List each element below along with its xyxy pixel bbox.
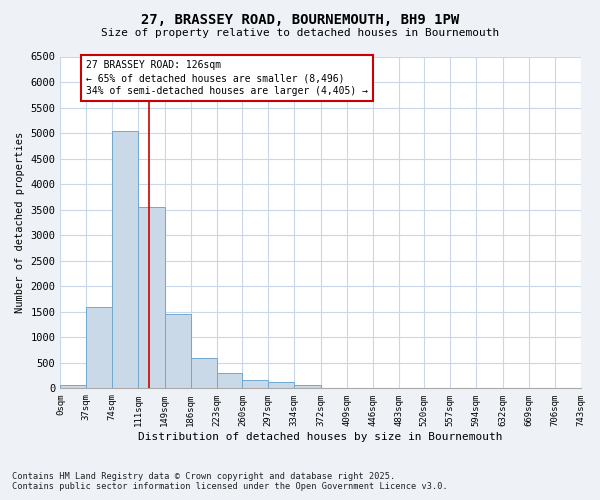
Bar (165, 314, 191, 388)
Text: 27 BRASSEY ROAD: 126sqm
← 65% of detached houses are smaller (8,496)
34% of semi: 27 BRASSEY ROAD: 126sqm ← 65% of detache… (86, 60, 368, 96)
Bar (242, 380, 268, 388)
Bar (112, 130, 138, 388)
Bar (191, 358, 217, 388)
Text: 27, BRASSEY ROAD, BOURNEMOUTH, BH9 1PW: 27, BRASSEY ROAD, BOURNEMOUTH, BH9 1PW (141, 12, 459, 26)
Bar (61, 384, 86, 388)
Bar (294, 386, 321, 388)
Text: Contains HM Land Registry data © Crown copyright and database right 2025.
Contai: Contains HM Land Registry data © Crown c… (12, 472, 448, 491)
Bar (268, 382, 294, 388)
Text: Size of property relative to detached houses in Bournemouth: Size of property relative to detached ho… (101, 28, 499, 38)
Bar (86, 306, 112, 388)
X-axis label: Distribution of detached houses by size in Bournemouth: Distribution of detached houses by size … (138, 432, 503, 442)
Bar (217, 373, 242, 388)
Y-axis label: Number of detached properties: Number of detached properties (15, 132, 25, 313)
Bar (138, 207, 165, 388)
